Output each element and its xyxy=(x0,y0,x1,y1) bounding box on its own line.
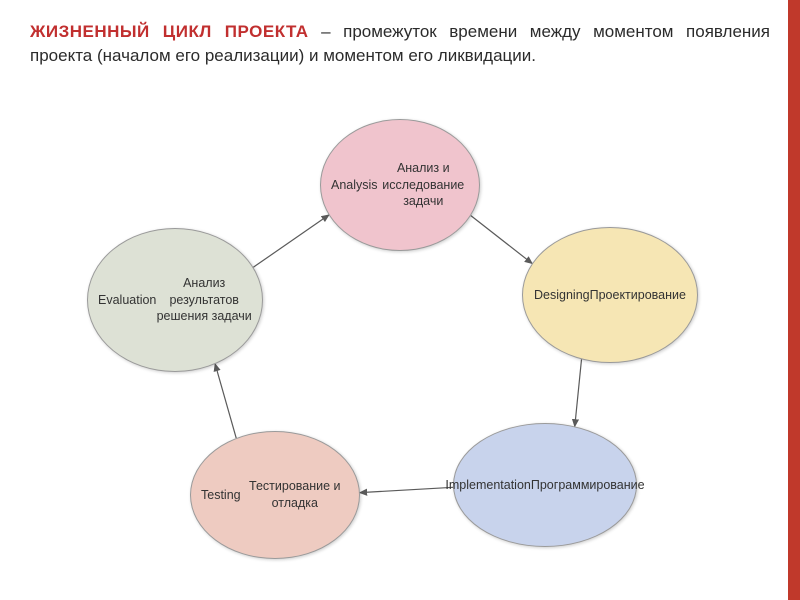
edge-testing-evaluation xyxy=(215,364,236,438)
edge-designing-implementation xyxy=(575,359,582,426)
edge-implementation-testing xyxy=(360,487,453,492)
node-analysis: AnalysisАнализ и исследование задачи xyxy=(320,119,480,251)
edge-analysis-designing xyxy=(471,216,532,264)
node-evaluation: EvaluationАнализ результатов решения зад… xyxy=(87,228,263,372)
node-designing: DesigningПроектирование xyxy=(522,227,698,363)
node-testing: TestingТестирование и отладка xyxy=(190,431,360,559)
lifecycle-diagram: AnalysisАнализ и исследование задачи Desi… xyxy=(0,100,800,600)
header: ЖИЗНЕННЫЙ ЦИКЛ ПРОЕКТА – промежуток врем… xyxy=(0,0,800,79)
node-implementation: ImplementationПрограммирование xyxy=(453,423,637,547)
edge-evaluation-analysis xyxy=(253,215,328,267)
title-strong: ЖИЗНЕННЫЙ ЦИКЛ ПРОЕКТА xyxy=(30,22,309,41)
